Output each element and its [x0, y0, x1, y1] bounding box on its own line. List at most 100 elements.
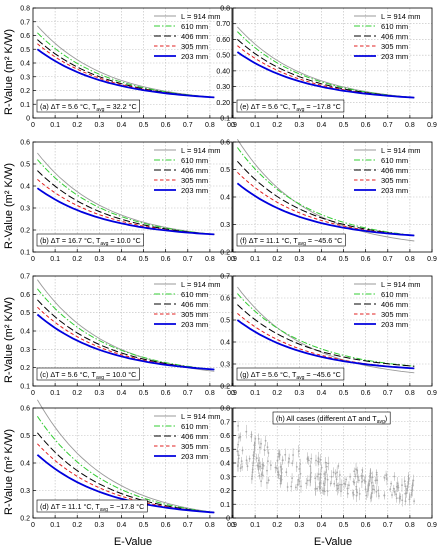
legend-label: 406 mm [181, 432, 208, 441]
y-tick-label: 0.3 [20, 347, 30, 354]
scatter-point [281, 459, 284, 462]
scatter-point [352, 480, 355, 483]
scatter-point [251, 475, 254, 478]
scatter-point [390, 482, 392, 485]
legend-label: 406 mm [381, 166, 408, 175]
panel-annotation: (c) ΔT = 5.6 °C, Tavg = 10.0 °C [40, 370, 136, 381]
y-tick-label: 0.4 [20, 329, 30, 336]
y-tick-label: 0.5 [20, 310, 30, 317]
x-tick-label: 0.4 [117, 390, 127, 397]
scatter-point [329, 482, 332, 485]
scatter-point [257, 438, 260, 440]
scatter-point [339, 474, 341, 476]
series-line [236, 319, 415, 370]
scatter-point [274, 466, 277, 469]
y-tick-label: 0.6 [20, 292, 30, 299]
x-tick-label: 0.2 [72, 122, 82, 129]
scatter-point [325, 471, 327, 473]
y-tick-label: 0.2 [20, 228, 30, 235]
scatter-point [300, 485, 302, 488]
scatter-point [361, 481, 363, 483]
y-tick-label: 0.4 [220, 340, 230, 347]
panel-f: 0 0.1 0.2 0.3 0.4 0.5 0.6 0.7 0.8 0.90.20.30.40.5… [220, 139, 437, 263]
y-tick-label: 0.5 [20, 47, 30, 54]
y-tick-label: 0.5 [20, 433, 30, 440]
scatter-point [279, 482, 282, 485]
scatter-point [245, 459, 248, 462]
scatter-point [251, 468, 254, 471]
plot-frame [32, 141, 233, 253]
scatter-point [324, 477, 327, 480]
scatter-point [410, 494, 413, 496]
x-tick-label: 0.4 [317, 256, 327, 263]
y-tick-label: 0.4 [20, 61, 30, 68]
x-tick-label: 0.5 [339, 522, 349, 529]
legend-label: 406 mm [181, 300, 208, 309]
scatter-point [337, 465, 340, 467]
x-tick-label: 0.6 [161, 122, 171, 129]
y-tick-label: 0.5 [220, 167, 230, 174]
x-tick-label: 0.3 [94, 256, 104, 263]
x-tick-label: 0.5 [139, 522, 149, 529]
scatter-point [371, 476, 374, 479]
scatter-point [266, 469, 268, 472]
legend-label: 610 mm [181, 422, 208, 431]
x-tick-label: 0.1 [250, 390, 260, 397]
scatter-point [316, 487, 318, 490]
x-axis-label-right: E-Value [314, 536, 352, 548]
scatter-point [237, 464, 239, 466]
legend-label: L = 914 mm [181, 12, 221, 21]
y-tick-label: 0.6 [220, 140, 230, 147]
scatter-point [335, 484, 338, 487]
y-tick-label: 0.6 [220, 433, 230, 440]
scatter-point [349, 475, 351, 478]
scatter-point [259, 465, 262, 468]
legend-label: 305 mm [181, 310, 208, 319]
legend-label: L = 914 mm [181, 412, 221, 421]
legend-label: 305 mm [381, 310, 408, 319]
x-tick-label: 0 [231, 522, 235, 529]
series-line [237, 304, 415, 367]
plot-frame [232, 7, 433, 119]
scatter-point [406, 485, 409, 488]
x-tick-label: 0.2 [272, 256, 282, 263]
scatter-point [330, 475, 333, 478]
y-tick-label: 0.4 [20, 184, 30, 191]
scatter-point [287, 461, 290, 463]
scatter-point [404, 485, 407, 488]
scatter-point [263, 449, 266, 452]
y-tick-label: 0.7 [220, 274, 230, 281]
series-line [36, 187, 215, 236]
x-tick-label: 0.9 [427, 522, 437, 529]
x-tick-label: 0.7 [383, 122, 393, 129]
scatter-point [254, 442, 256, 444]
plot-frame [232, 141, 433, 253]
scatter-point [276, 459, 279, 462]
x-tick-label: 0.6 [361, 256, 371, 263]
scatter-point [319, 481, 322, 484]
scatter-point [376, 479, 378, 482]
y-tick-label: 0.1 [20, 102, 30, 109]
y-tick-label: 0.6 [220, 296, 230, 303]
y-tick-label: 0 [26, 116, 30, 123]
scatter-point [285, 471, 288, 474]
x-tick-label: 0.7 [183, 390, 193, 397]
scatter-point [393, 475, 396, 478]
scatter-point [261, 467, 264, 470]
y-tick-label: 0.7 [20, 274, 30, 281]
x-tick-label: 0.6 [361, 522, 371, 529]
legend-label: 203 mm [181, 452, 208, 461]
scatter-point [319, 458, 322, 461]
x-tick-label: 0.9 [427, 390, 437, 397]
y-tick-label: 0.6 [20, 406, 30, 413]
scatter-point [280, 474, 283, 477]
legend-label: 203 mm [381, 52, 408, 61]
x-tick-label: 0 [231, 122, 235, 129]
scatter-point [325, 465, 328, 468]
scatter-point [260, 442, 262, 445]
scatter-point [412, 479, 415, 482]
scatter-point [290, 485, 293, 488]
scatter-point [279, 454, 281, 456]
scatter-point [318, 486, 321, 488]
x-tick-label: 0.5 [139, 390, 149, 397]
